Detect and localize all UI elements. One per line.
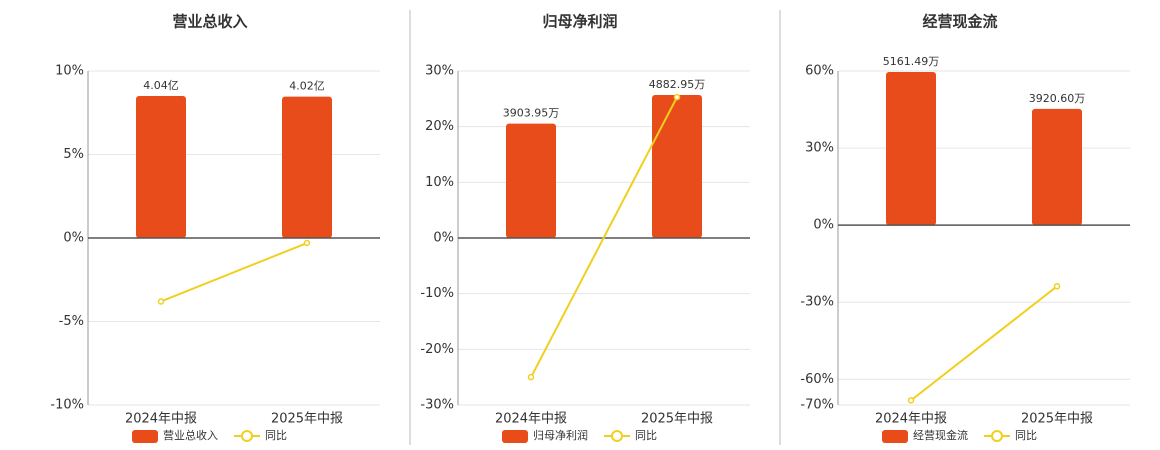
legend-label: 同比 — [1015, 429, 1037, 442]
value-label: 3920.60万 — [1029, 92, 1086, 105]
y-tick-label: 0% — [813, 218, 834, 233]
x-tick-label: 2024年中报 — [875, 412, 947, 427]
y-tick-label: -20% — [420, 342, 454, 357]
bar — [886, 71, 936, 226]
y-tick-label: 30% — [805, 141, 834, 156]
line — [910, 285, 1058, 402]
chart-title: 经营现金流 — [922, 13, 997, 31]
y-tick-label: -70% — [800, 398, 834, 413]
line-point — [1053, 283, 1061, 290]
y-tick-label: 10% — [55, 64, 84, 79]
y-tick-label: -30% — [420, 398, 454, 413]
y-tick-label: -5% — [59, 314, 84, 329]
line — [160, 242, 308, 303]
y-tick-label: -10% — [420, 286, 454, 301]
legend-swatch — [882, 430, 908, 443]
y-tick-label: 10% — [425, 175, 454, 190]
legend-marker — [991, 430, 1003, 442]
line-point — [907, 397, 915, 404]
bar — [506, 123, 556, 238]
value-label: 4.04亿 — [143, 79, 179, 92]
chart-title: 归母净利润 — [542, 13, 617, 31]
value-label: 4882.95万 — [649, 78, 706, 91]
legend-marker — [241, 430, 253, 442]
y-tick-label: -10% — [50, 398, 84, 413]
value-label: 4.02亿 — [289, 80, 325, 93]
legend-label: 营业总收入 — [163, 428, 218, 442]
bar — [136, 95, 186, 239]
x-tick-label: 2025年中报 — [641, 412, 713, 427]
legend-label: 经营现金流 — [913, 428, 968, 442]
x-tick-label: 2025年中报 — [271, 412, 343, 427]
y-tick-label: 20% — [425, 119, 454, 134]
legend-label: 同比 — [265, 429, 287, 442]
y-tick-label: -60% — [800, 372, 834, 387]
bar — [652, 94, 702, 238]
legend-swatch — [132, 430, 158, 443]
bar — [282, 96, 332, 239]
legend-swatch — [502, 430, 528, 443]
y-tick-label: 30% — [425, 64, 454, 79]
line — [530, 96, 678, 378]
value-label: 3903.95万 — [503, 107, 560, 120]
y-tick-label: 60% — [805, 64, 834, 79]
line-point — [527, 373, 535, 381]
line-point — [673, 93, 681, 101]
x-tick-label: 2024年中报 — [495, 412, 567, 427]
legend-marker — [611, 430, 623, 442]
x-tick-label: 2025年中报 — [1021, 412, 1093, 427]
x-tick-label: 2024年中报 — [125, 412, 197, 427]
bar — [1032, 108, 1082, 226]
y-tick-label: 0% — [63, 231, 84, 246]
legend-label: 同比 — [635, 429, 657, 442]
line-point — [303, 239, 311, 247]
value-label: 5161.49万 — [883, 55, 940, 68]
y-tick-label: 5% — [63, 147, 84, 162]
y-tick-label: 0% — [433, 231, 454, 246]
line-point — [157, 298, 165, 305]
chart-title: 营业总收入 — [172, 13, 247, 31]
legend-label: 归母净利润 — [533, 428, 588, 442]
y-tick-label: -30% — [800, 295, 834, 310]
